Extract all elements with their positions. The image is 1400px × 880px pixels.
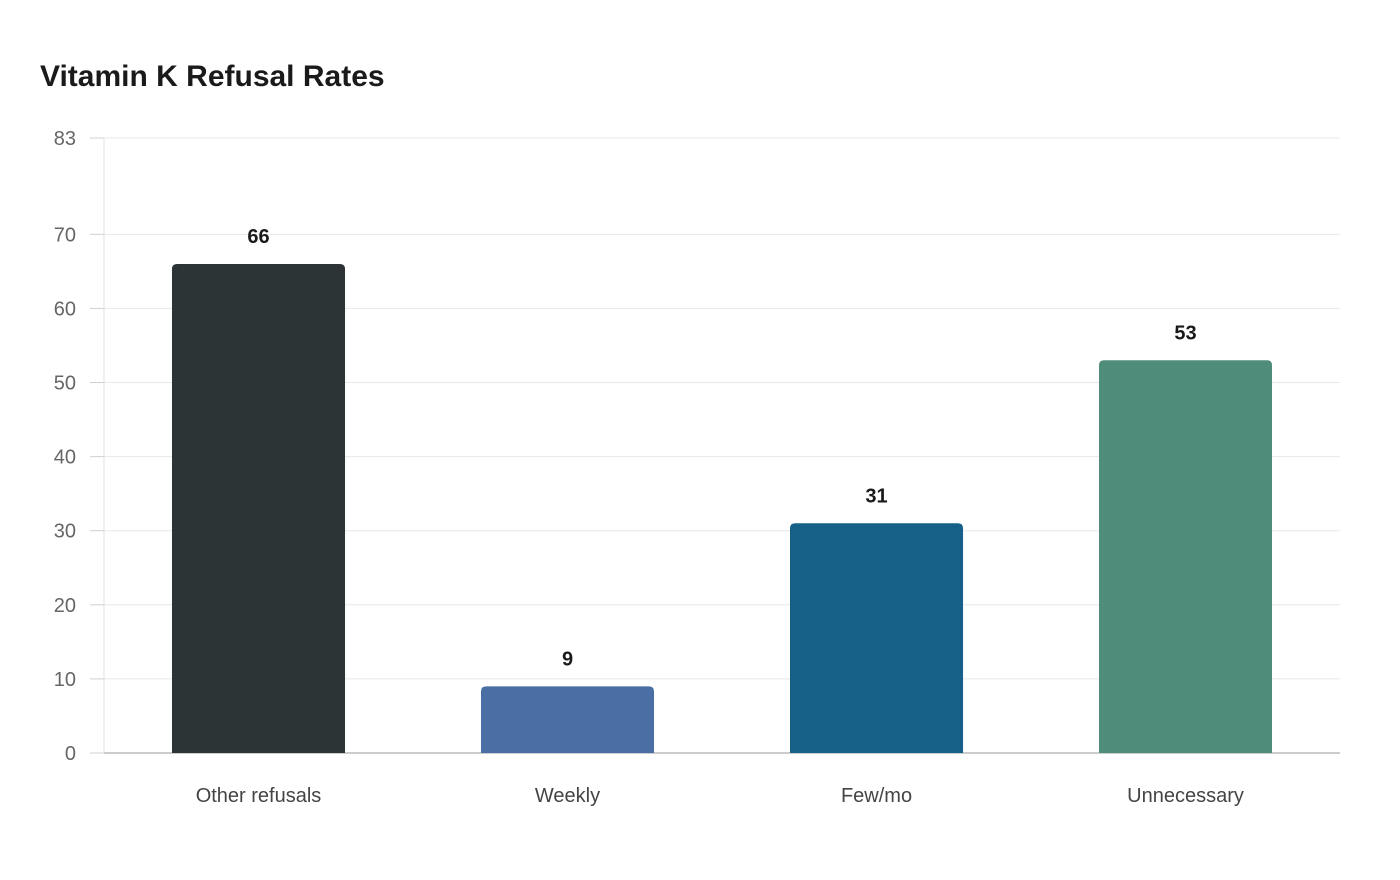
bar-layer: [171, 263, 1273, 753]
chart-title: Vitamin K Refusal Rates: [40, 60, 385, 93]
bar: [789, 523, 964, 753]
data-label: 53: [1174, 322, 1196, 344]
y-tick-label: 70: [54, 224, 76, 246]
bar: [480, 686, 655, 753]
x-tick-label: Few/mo: [841, 785, 912, 807]
x-tick-label: Unnecessary: [1127, 785, 1244, 807]
y-tick-label: 50: [54, 373, 76, 395]
y-tick-label: 10: [54, 669, 76, 691]
bar: [1098, 360, 1273, 753]
data-label: 9: [562, 648, 573, 670]
x-tick-label: Other refusals: [196, 785, 322, 807]
label-layer: 66 Other refusals 9 Weekly 31 Few/mo 53 Unneces…: [196, 226, 1244, 807]
y-tick-label: 40: [54, 447, 76, 469]
y-tick-label: 20: [54, 595, 76, 617]
data-label: 66: [247, 226, 269, 248]
x-tick-label: Weekly: [535, 785, 600, 807]
y-tick-label: 0: [65, 743, 76, 765]
y-tick-label: 30: [54, 521, 76, 543]
y-tick-label: 83: [54, 128, 76, 150]
y-tick-label: 60: [54, 298, 76, 320]
data-label: 31: [865, 485, 887, 507]
bar: [171, 263, 346, 753]
